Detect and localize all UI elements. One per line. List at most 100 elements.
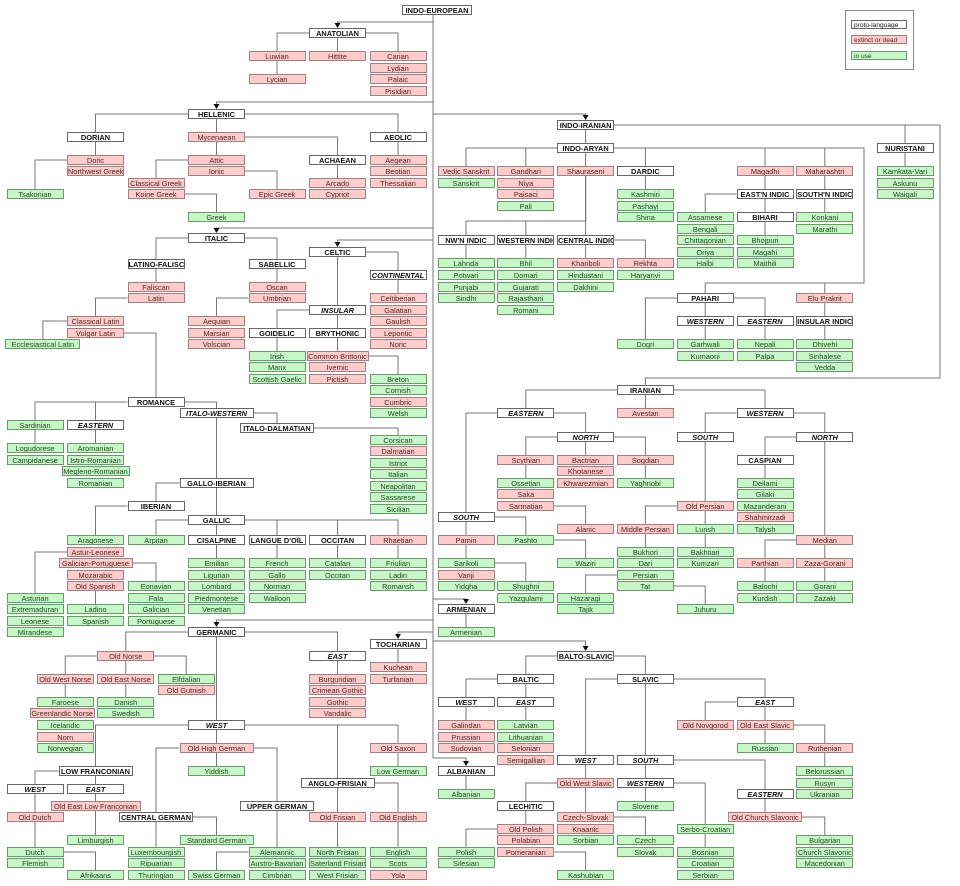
language-node-ogu: Old Gutnish <box>157 685 215 695</box>
language-node-iin: INSULAR INDIC <box>796 316 854 326</box>
connector <box>245 519 278 535</box>
connector <box>184 401 217 408</box>
connector <box>614 124 906 143</box>
connector <box>253 412 278 423</box>
language-node-ecl: Ecclesiastical Latin <box>5 339 81 349</box>
language-node-har: Haryanvi <box>616 270 674 280</box>
connector <box>155 519 188 535</box>
language-node-src: Serbo-Croatian <box>676 824 734 834</box>
connector <box>95 724 188 766</box>
language-node-myc: Mycenaean <box>188 132 245 142</box>
language-node-lge: Low German <box>369 766 427 776</box>
language-node-moz: Mozarabic <box>67 570 124 580</box>
language-node-osx: Old Saxon <box>369 743 427 753</box>
language-node-guj: Gujarati <box>497 282 555 292</box>
connector <box>314 427 399 435</box>
language-node-ask: Askunu <box>876 178 934 188</box>
connector <box>124 332 157 397</box>
language-node-aba: Austro-Bavarian <box>248 858 306 868</box>
connector <box>733 297 766 316</box>
language-node-sin: SOUTH'N INDIC <box>796 189 854 199</box>
language-node-rsy: Rusyn <box>796 778 854 788</box>
language-node-swe: Swedish <box>97 708 155 718</box>
language-node-nwy: Norwegian <box>36 743 94 753</box>
language-node-sih: Sinhalese <box>796 351 854 361</box>
connector <box>644 505 677 524</box>
language-node-gallo: Gallo <box>248 570 306 580</box>
language-node-occl: Occitan <box>309 570 366 580</box>
language-node-kuc: Kuchean <box>369 662 427 672</box>
language-node-cyp: Cypriot <box>309 189 366 199</box>
language-node-the: Thessalian <box>369 178 427 188</box>
connector <box>34 159 67 189</box>
language-node-ug: UPPER GERMAN <box>240 801 314 811</box>
connector <box>704 701 737 720</box>
language-node-cat: Catalan <box>309 558 366 568</box>
family-branch <box>433 757 467 765</box>
connector <box>245 724 338 778</box>
connector <box>465 828 498 847</box>
language-node-kon: Konkani <box>796 212 854 222</box>
language-node-gll: GALLIC <box>188 515 245 525</box>
language-node-lfr: LOW FRANCONIAN <box>58 766 133 776</box>
language-node-lfe: EAST <box>67 784 124 794</box>
language-node-dei: Deilami <box>736 478 794 488</box>
language-node-sark: Sarikoli <box>437 558 495 568</box>
language-node-slk: Slovak <box>616 847 674 857</box>
language-node-lfw: WEST <box>6 784 64 794</box>
language-node-glc: Galician <box>127 604 185 614</box>
connector <box>245 113 399 132</box>
language-node-log: Logudorese <box>6 443 64 453</box>
language-node-af: ANGLO-FRISIAN <box>300 778 375 788</box>
connector <box>465 678 498 697</box>
language-node-hin: Hindustani <box>557 270 615 280</box>
language-node-oeng: Old English <box>369 812 427 822</box>
language-node-shm: Shahmirzadi <box>736 512 794 522</box>
language-node-gpt: Galician-Portuguese <box>58 558 133 568</box>
connector <box>465 147 558 166</box>
legend-extinct: extinct or dead <box>851 35 907 44</box>
family-branch <box>337 239 433 246</box>
connector <box>465 412 498 512</box>
language-node-dog: Dogri <box>616 339 674 349</box>
connector <box>368 355 399 374</box>
language-node-oelf: Old East Low Franconian <box>50 801 141 811</box>
language-node-kam: Kamkata-Vari <box>876 166 934 176</box>
language-node-slo: Slovene <box>616 801 674 811</box>
arrow-icon <box>582 115 589 120</box>
language-node-iws: SOUTH <box>676 432 734 442</box>
arrow-icon <box>463 599 469 604</box>
connector <box>95 297 128 316</box>
language-node-ive: Ivernic <box>309 362 366 372</box>
language-node-oil: LANGUE D'OÏL <box>248 535 306 545</box>
language-node-ien: NORTH <box>557 432 615 442</box>
language-node-kum: Kumaoni <box>676 351 734 361</box>
language-node-astu: Asturian <box>6 593 64 603</box>
language-node-lom: Lombard <box>188 581 245 591</box>
language-node-ofr: Old Frisian <box>309 812 366 822</box>
connector <box>125 631 188 651</box>
language-node-lit: Lithuanian <box>497 732 555 742</box>
language-node-kna: Knaanic <box>557 824 615 834</box>
language-node-ibe: IBERIAN <box>127 501 185 511</box>
language-node-ale: Alemannic <box>248 847 306 857</box>
language-node-mar: Marsian <box>188 328 245 338</box>
language-node-wfr: West Frisian <box>309 870 366 880</box>
language-node-itw: ITALO-WESTERN <box>179 408 254 418</box>
language-node-osp: Old Spanish <box>67 581 124 591</box>
language-node-lux: Luxembourgish <box>127 847 185 857</box>
language-node-fala: Fala <box>127 593 185 603</box>
language-node-zaz: Zazaki <box>796 593 854 603</box>
family-branch <box>216 101 433 108</box>
language-node-emi: Emilian <box>188 558 245 568</box>
language-node-hel: HELLENIC <box>188 109 245 119</box>
language-node-cim: Cimbrian <box>248 870 306 880</box>
language-node-asm: Assamese <box>676 212 734 222</box>
language-node-iwe: WESTERN <box>736 408 794 418</box>
language-node-yidg: Yidgha <box>437 581 495 591</box>
language-node-cum: Cumbric <box>369 397 427 407</box>
language-node-hit: Hittite <box>309 51 366 61</box>
language-node-bal: Balochi <box>736 581 794 591</box>
language-node-kas: Kashmiri <box>616 189 674 199</box>
connector <box>554 412 587 432</box>
